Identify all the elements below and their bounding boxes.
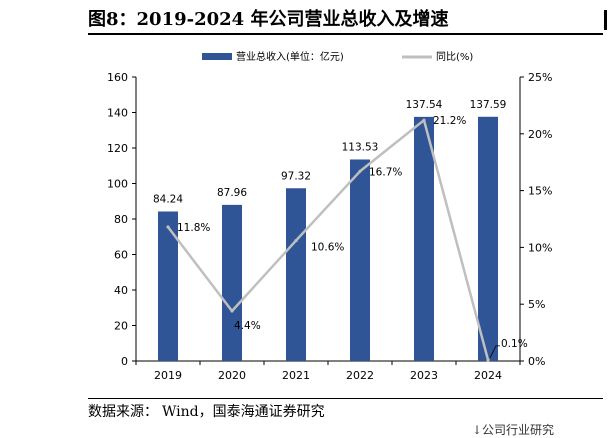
x-tick-label: 2022 <box>346 369 374 382</box>
bar-value-label: 97.32 <box>281 170 311 182</box>
source-text: Wind，国泰海通证券研究 <box>162 404 325 420</box>
x-tick-label: 2023 <box>410 369 438 382</box>
source-rule <box>88 398 603 399</box>
title-rule <box>88 33 603 35</box>
left-tick-label: 80 <box>114 213 128 226</box>
bar-value-label: 137.59 <box>470 99 507 111</box>
bar-value-label: 87.96 <box>217 187 247 199</box>
bar-value-label: 84.24 <box>153 193 183 205</box>
bar <box>222 204 242 361</box>
growth-value-label: 4.4% <box>234 320 261 332</box>
left-tick-label: 160 <box>107 71 128 84</box>
left-tick-label: 40 <box>114 284 128 297</box>
right-tick-label: 0% <box>528 355 545 368</box>
bar <box>478 116 498 362</box>
right-tick-label: 10% <box>528 241 552 254</box>
x-tick-label: 2024 <box>474 369 502 382</box>
x-tick-label: 2019 <box>154 369 182 382</box>
right-tick-label: 25% <box>528 71 552 84</box>
corner-fragment: ↓公司行业研究 <box>472 423 555 437</box>
bar <box>158 211 178 361</box>
growth-line <box>167 118 490 361</box>
legend-label-bar: 营业总收入(单位：亿元) <box>236 50 344 63</box>
source-label: 数据来源： <box>88 404 158 420</box>
growth-value-label: 10.6% <box>311 242 344 254</box>
growth-value-label: 0.1% <box>501 338 528 350</box>
left-tick-label: 20 <box>114 320 128 333</box>
bar <box>350 159 370 361</box>
growth-point <box>486 358 490 362</box>
x-tick-label: 2020 <box>218 369 246 382</box>
legend-swatch-bar <box>202 53 232 60</box>
growth-point <box>166 225 170 229</box>
bar-value-label: 137.54 <box>406 99 443 111</box>
right-tick-label: 15% <box>528 185 552 198</box>
growth-point <box>294 238 298 243</box>
chart-title: 图8：2019-2024 年公司营业总收入及增速 <box>88 9 449 30</box>
growth-value-label: 16.7% <box>369 166 402 178</box>
bar <box>414 116 434 361</box>
growth-point <box>422 118 426 122</box>
growth-value-label: 11.8% <box>177 222 210 234</box>
label-leader-line <box>489 345 500 359</box>
growth-point <box>358 169 362 173</box>
left-tick-label: 0 <box>121 355 128 368</box>
source-note: 数据来源： Wind，国泰海通证券研究 <box>88 401 325 423</box>
growth-point <box>230 309 234 313</box>
left-tick-label: 120 <box>107 142 128 155</box>
edge-mark <box>604 10 607 30</box>
right-tick-label: 5% <box>528 298 545 311</box>
left-tick-label: 60 <box>114 249 128 262</box>
x-tick-label: 2021 <box>282 369 310 382</box>
bar-value-label: 113.53 <box>342 141 379 153</box>
left-tick-label: 140 <box>107 107 128 120</box>
growth-value-label: 21.2% <box>433 115 466 127</box>
right-tick-label: 20% <box>528 128 552 141</box>
legend-label-line: 同比(%) <box>436 51 473 63</box>
bar <box>286 188 306 361</box>
left-tick-label: 100 <box>107 178 128 191</box>
